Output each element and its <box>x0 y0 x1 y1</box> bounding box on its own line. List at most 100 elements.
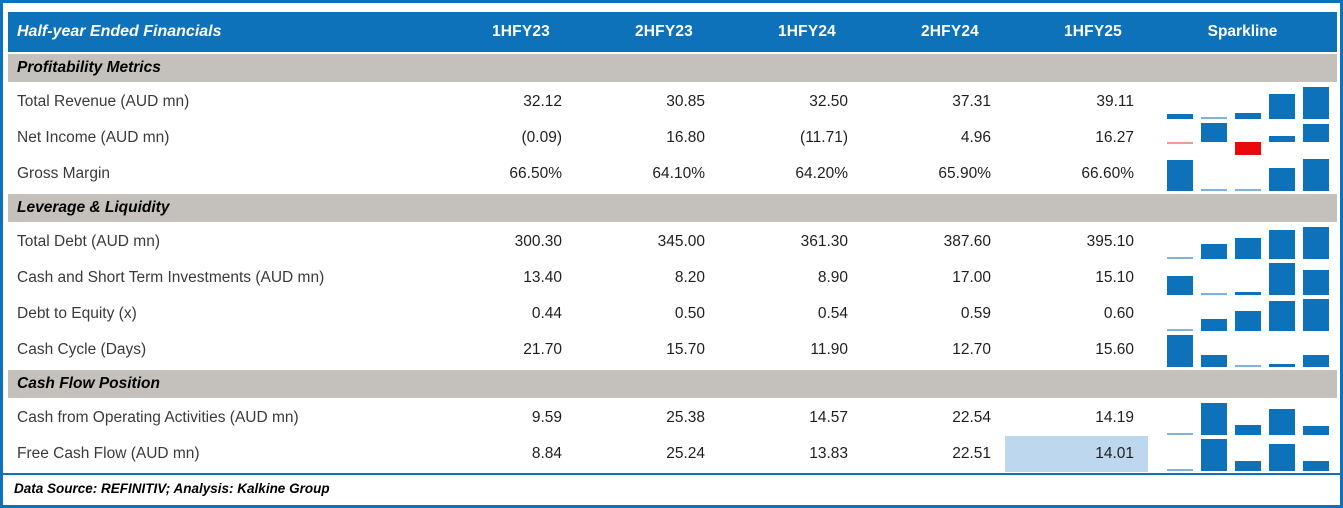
footer-source: Data Source: REFINITIV; Analysis: Kalkin… <box>14 481 330 496</box>
section-title: Leverage & Liquidity <box>17 199 170 216</box>
column-header-1hfy25: 1HFY25 <box>1063 23 1122 40</box>
spark-bar-negative <box>1167 141 1193 144</box>
spark-bar <box>1201 319 1227 331</box>
spark-bar <box>1201 354 1227 367</box>
sparkline-cell <box>1148 120 1337 156</box>
value-cell: 16.27 <box>1095 129 1134 146</box>
spark-bar <box>1201 243 1227 259</box>
value-cell: 8.84 <box>531 445 562 462</box>
spark-bar <box>1303 227 1329 259</box>
spark-bar <box>1201 439 1227 471</box>
value-cell: 16.80 <box>666 129 705 146</box>
table-row: Free Cash Flow (AUD mn) 8.84 25.24 13.83 22.… <box>8 436 1337 472</box>
value-cell: 39.11 <box>1096 93 1134 110</box>
row-label: Cash Cycle (Days) <box>17 341 147 358</box>
sparkline-cell <box>1148 156 1337 192</box>
table-row: Cash and Short Term Investments (AUD mn)… <box>8 260 1337 296</box>
section-title: Cash Flow Position <box>17 375 160 392</box>
value-cell: 387.60 <box>943 233 991 250</box>
value-cell: 66.60% <box>1081 165 1134 182</box>
spark-bar <box>1303 87 1329 119</box>
column-header-1hfy23: 1HFY23 <box>491 23 550 40</box>
table-row: Total Revenue (AUD mn) 32.12 30.85 32.50 37.… <box>8 84 1337 120</box>
value-cell: (0.09) <box>521 129 563 146</box>
section-title: Profitability Metrics <box>17 59 161 76</box>
spark-bar <box>1303 123 1329 142</box>
sparkline-chart <box>1167 403 1331 435</box>
row-label: Cash and Short Term Investments (AUD mn) <box>17 269 325 286</box>
spark-bar <box>1269 229 1295 259</box>
value-cell: 15.60 <box>1095 341 1134 358</box>
row-label: Total Debt (AUD mn) <box>17 233 160 250</box>
section-header-row: Leverage & Liquidity <box>8 194 1337 222</box>
sparkline-cell <box>1148 84 1337 120</box>
sparkline-cell <box>1148 224 1337 260</box>
spark-bar <box>1167 257 1193 259</box>
row-label: Cash from Operating Activities (AUD mn) <box>17 409 299 426</box>
value-cell: 14.57 <box>809 409 848 426</box>
table-row: Cash Cycle (Days) 21.70 15.70 11.90 12.70 15.… <box>8 332 1337 368</box>
spark-bar <box>1167 335 1193 367</box>
table-body: Profitability Metrics Total Revenue (AUD … <box>8 52 1337 472</box>
spark-bar <box>1167 114 1193 119</box>
value-cell: 9.59 <box>531 409 562 426</box>
value-cell: 22.51 <box>952 445 991 462</box>
spark-bar <box>1235 112 1261 119</box>
value-cell: 32.12 <box>523 93 562 110</box>
value-cell: 15.70 <box>666 341 705 358</box>
spark-bar <box>1201 293 1227 295</box>
sparkline-chart <box>1167 123 1331 155</box>
value-cell: 25.24 <box>666 445 705 462</box>
value-cell: 13.40 <box>523 269 562 286</box>
spark-bar <box>1269 263 1295 295</box>
sparkline-cell <box>1148 260 1337 296</box>
spark-bar-negative <box>1235 141 1261 155</box>
spark-bar <box>1303 269 1329 295</box>
value-cell: 37.31 <box>952 93 991 110</box>
table-header-row: Half-year Ended Financials 1HFY23 2HFY23… <box>8 12 1337 52</box>
spark-bar <box>1269 364 1295 367</box>
table-title: Half-year Ended Financials <box>17 23 222 40</box>
value-cell: 32.50 <box>809 93 848 110</box>
column-header-2hfy24: 2HFY24 <box>920 23 979 40</box>
spark-bar <box>1167 276 1193 295</box>
value-cell: 65.90% <box>938 165 991 182</box>
spark-bar <box>1303 354 1329 367</box>
spark-bar <box>1269 301 1295 331</box>
spark-bar <box>1269 93 1295 119</box>
sparkline-chart <box>1167 227 1331 259</box>
spark-bar <box>1235 189 1261 191</box>
spark-bar <box>1235 238 1261 259</box>
value-cell: 14.19 <box>1095 409 1134 426</box>
sparkline-chart <box>1167 159 1331 191</box>
value-cell: 345.00 <box>657 233 705 250</box>
value-cell: 395.10 <box>1086 233 1134 250</box>
value-cell: 0.44 <box>531 305 562 322</box>
row-label: Total Revenue (AUD mn) <box>17 93 190 110</box>
column-header-2hfy23: 2HFY23 <box>634 23 693 40</box>
row-label: Gross Margin <box>17 165 111 182</box>
sparkline-chart <box>1167 87 1331 119</box>
value-cell: 4.96 <box>960 129 991 146</box>
value-cell-highlighted: 14.01 <box>1005 436 1148 472</box>
value-cell: 12.70 <box>952 341 991 358</box>
spark-bar <box>1167 469 1193 471</box>
value-cell: 8.90 <box>817 269 848 286</box>
column-header-sparkline: Sparkline <box>1207 23 1278 40</box>
value-cell: 17.00 <box>952 269 991 286</box>
spark-bar <box>1269 167 1295 191</box>
spark-bar <box>1201 117 1227 119</box>
sparkline-cell <box>1148 436 1337 472</box>
spark-bar <box>1235 292 1261 295</box>
value-cell: 13.83 <box>809 445 848 462</box>
spark-bar <box>1201 189 1227 191</box>
spark-bar <box>1269 136 1295 142</box>
value-cell: 15.10 <box>1095 269 1134 286</box>
value-cell: 11.90 <box>810 341 848 358</box>
value-cell: 64.20% <box>795 165 848 182</box>
table-row: Total Debt (AUD mn) 300.30 345.00 361.30 387… <box>8 224 1337 260</box>
row-label: Net Income (AUD mn) <box>17 129 170 146</box>
value-cell: 22.54 <box>952 409 991 426</box>
sparkline-chart <box>1167 263 1331 295</box>
section-header-row: Profitability Metrics <box>8 54 1337 82</box>
